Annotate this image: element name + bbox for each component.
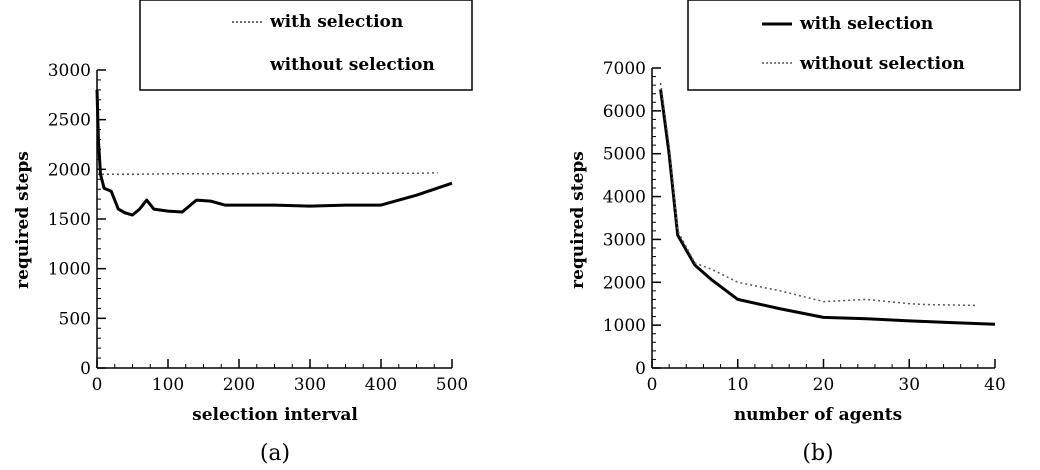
- y-tick-label: 2000: [603, 273, 646, 293]
- series-line-with-selection: [97, 172, 438, 176]
- x-tick-label: 20: [813, 375, 835, 395]
- y-tick-label: 1500: [48, 210, 91, 230]
- legend-box: [139, 0, 473, 91]
- y-tick-label: 0: [80, 359, 91, 379]
- legend-label: with selection: [799, 14, 933, 34]
- y-tick-label: 7000: [603, 59, 646, 79]
- series-line-without-selection: [95, 89, 453, 217]
- x-tick-label: 100: [152, 375, 184, 395]
- x-tick-label: 400: [365, 375, 397, 395]
- x-tick-label: 300: [294, 375, 326, 395]
- legend-a: with selection without selection: [139, 0, 473, 91]
- x-tick-label: 10: [727, 375, 749, 395]
- legend-b: with selection without selection: [687, 0, 1021, 91]
- x-tick-label: 0: [92, 375, 103, 395]
- y-tick-label: 500: [59, 309, 91, 329]
- legend-label: with selection: [269, 12, 403, 32]
- x-tick-label: 40: [984, 375, 1006, 395]
- y-tick-label: 5000: [603, 145, 646, 165]
- y-tick-label: 6000: [603, 102, 646, 122]
- y-tick-label: 2500: [48, 111, 91, 131]
- y-axis-label: required steps: [568, 151, 588, 289]
- axes-a: 0 500 1000 1500 2000 2500 3000 0 100 200 300 400 500: [48, 61, 468, 395]
- y-axis-label: required steps: [13, 151, 33, 289]
- legend-box: [687, 0, 1021, 91]
- x-tick-label: 30: [898, 375, 920, 395]
- panel-label: (a): [260, 441, 290, 466]
- legend-label: without selection: [269, 55, 435, 75]
- y-tick-label: 1000: [603, 316, 646, 336]
- y-tick-label: 2000: [48, 160, 91, 180]
- panel-label: (b): [802, 441, 833, 466]
- x-axis-label: selection interval: [192, 405, 358, 425]
- y-tick-label: 4000: [603, 188, 646, 208]
- legend-label: without selection: [799, 54, 965, 74]
- series-line-with-selection: [659, 89, 996, 326]
- series-b: [659, 82, 996, 326]
- x-tick-label: 200: [223, 375, 255, 395]
- y-tick-label: 3000: [603, 230, 646, 250]
- y-tick-label: 0: [635, 359, 646, 379]
- x-tick-label: 0: [647, 375, 658, 395]
- panel-a: with selection without selection 0 500 100…: [13, 0, 473, 466]
- y-tick-label: 1000: [48, 260, 91, 280]
- panel-b: with selection without selection 0 1000 20…: [568, 0, 1021, 466]
- series-a: [95, 89, 453, 217]
- series-line-without-selection: [659, 82, 978, 307]
- axes-b: 0 1000 2000 3000 4000 5000 6000 7000 0 10 20 30 40: [603, 59, 1006, 395]
- y-tick-label: 3000: [48, 61, 91, 81]
- x-tick-label: 500: [436, 375, 468, 395]
- x-axis-label: number of agents: [734, 405, 902, 425]
